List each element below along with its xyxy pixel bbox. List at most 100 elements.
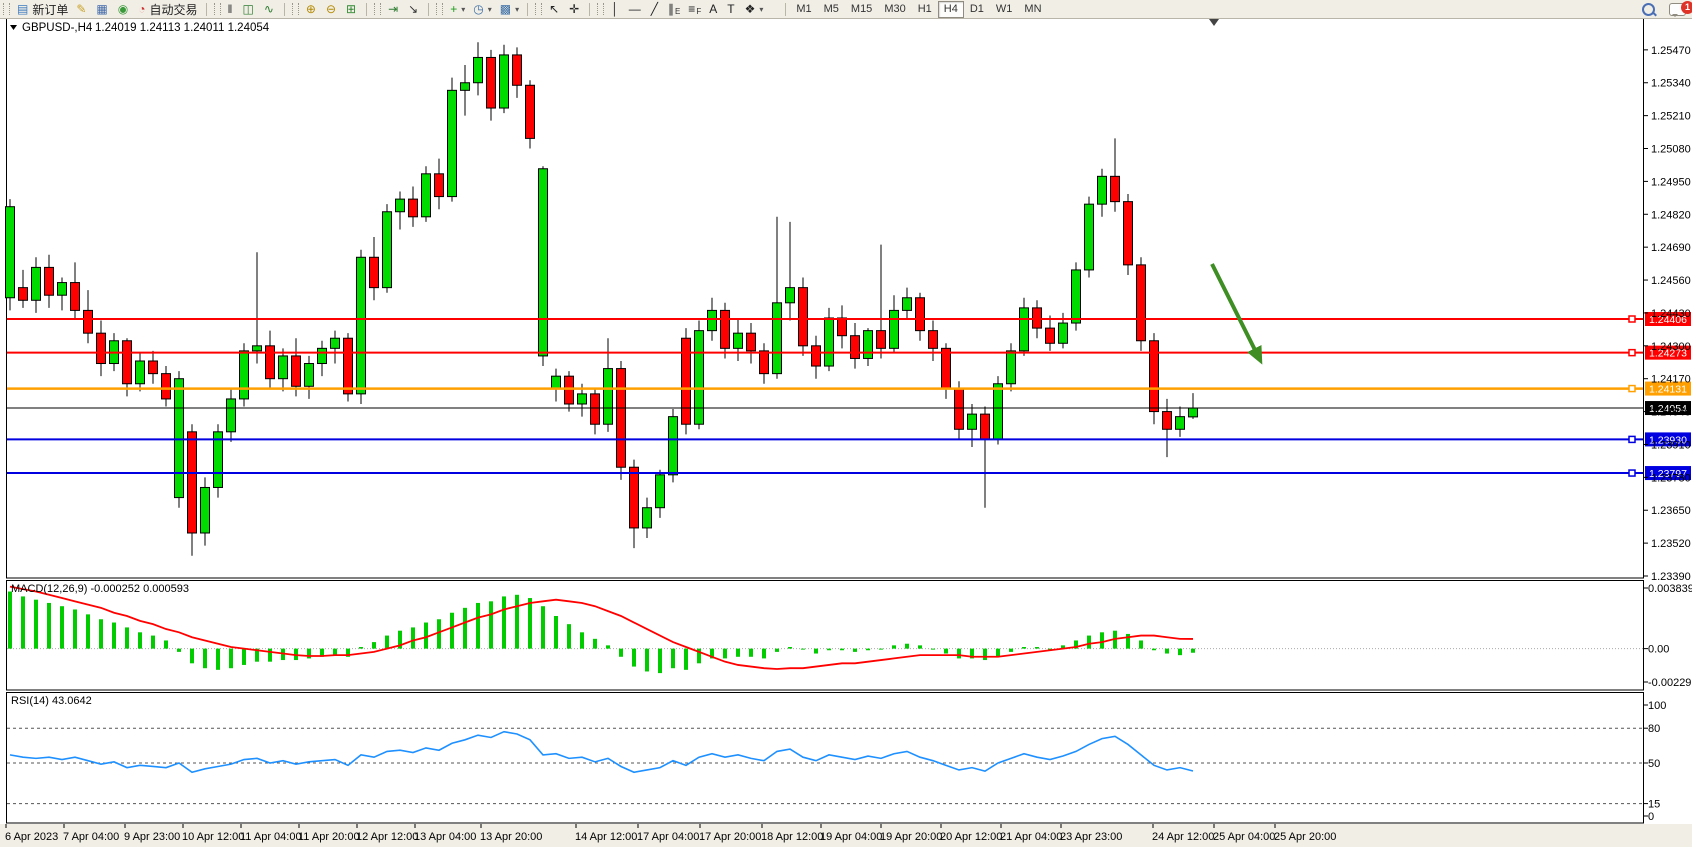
new-order-button[interactable]: ▤ 新订单 xyxy=(13,1,72,17)
date-label: 21 Apr 04:00 xyxy=(1000,831,1062,843)
bear-candle xyxy=(1045,327,1055,344)
timeframe-button-h4[interactable]: H4 xyxy=(937,0,964,18)
bull-candle xyxy=(382,211,392,289)
zoom-out-button[interactable]: ⊖ xyxy=(322,1,342,17)
chevron-down-icon[interactable]: ▾ xyxy=(515,4,520,14)
macd-histogram-bar xyxy=(1126,633,1130,649)
macd-histogram-bar xyxy=(801,648,805,650)
level-handle[interactable] xyxy=(1628,384,1636,393)
chat-icon[interactable]: 1 xyxy=(1669,0,1692,17)
highlight-button[interactable]: ✎ xyxy=(72,1,92,17)
toolbar-grip[interactable] xyxy=(3,3,10,15)
zoom-in-button[interactable]: ⊕ xyxy=(302,1,322,17)
chart-menu-triangle-icon[interactable] xyxy=(10,25,17,30)
macd-histogram-bar xyxy=(1152,648,1156,651)
bull-candle xyxy=(356,256,366,395)
down-arrow-annotation[interactable] xyxy=(1210,263,1263,365)
bull-candle xyxy=(967,413,977,430)
trendline-button[interactable]: ╱ xyxy=(647,1,664,17)
arrows-icon: ❖ xyxy=(744,2,756,16)
chart-shift-button[interactable]: ↘ xyxy=(404,1,424,17)
chart-shift-marker-icon[interactable] xyxy=(1209,19,1219,26)
add-indicator-button[interactable]: + ▾ xyxy=(446,1,469,17)
periods-button[interactable]: ◷ ▾ xyxy=(469,1,496,17)
bear-candle xyxy=(148,360,158,375)
bull-candle xyxy=(1188,407,1198,418)
toolbar-grip[interactable] xyxy=(597,3,605,15)
timeframe-button-w1[interactable]: W1 xyxy=(995,2,1013,15)
bull-candle xyxy=(31,266,41,301)
chevron-down-icon[interactable]: ▾ xyxy=(461,4,466,14)
auto-scroll-button[interactable]: ⇥ xyxy=(384,1,404,17)
bull-candle xyxy=(447,89,457,198)
macd-histogram-bar xyxy=(892,645,896,649)
timeframe-button-m5[interactable]: M5 xyxy=(823,2,839,15)
level-handle[interactable] xyxy=(1628,435,1636,444)
macd-histogram-bar xyxy=(1035,646,1039,649)
horizontal-line-button[interactable]: — xyxy=(625,1,647,17)
macd-histogram-bar xyxy=(996,648,1000,657)
timeframe-button-d1[interactable]: D1 xyxy=(969,2,984,15)
macd-axis-label: 0.00 xyxy=(1648,644,1669,656)
timeframe-button-m1[interactable]: M1 xyxy=(796,2,812,15)
search-icon[interactable] xyxy=(1642,2,1655,16)
market-watch-button[interactable]: ▦ xyxy=(92,1,113,17)
fibonacci-button[interactable]: ≡ F xyxy=(684,1,705,17)
bar-chart-button[interactable]: ‖ xyxy=(224,1,239,17)
level-handle[interactable] xyxy=(1628,315,1636,323)
add-indicator-icon: + xyxy=(450,2,458,16)
templates-button[interactable]: ▩ ▾ xyxy=(496,1,523,17)
toolbar-grip[interactable] xyxy=(436,3,444,15)
signals-button[interactable]: ◉ xyxy=(114,1,134,17)
timeframe-button-mn[interactable]: MN xyxy=(1024,2,1042,15)
text-button[interactable]: A xyxy=(705,1,723,17)
date-label: 23 Apr 23:00 xyxy=(1060,831,1122,843)
timeframe-button-m30[interactable]: M30 xyxy=(884,2,906,15)
macd-histogram-bar xyxy=(905,643,909,649)
toolbar-grip[interactable] xyxy=(374,3,382,15)
bull-candle xyxy=(395,198,405,213)
candlestick-button[interactable]: ◫ xyxy=(238,1,259,17)
trendline-icon: ╱ xyxy=(650,2,658,16)
toolbar-separator xyxy=(428,2,430,16)
timeframe-button-m15[interactable]: M15 xyxy=(850,2,873,15)
bear-candle xyxy=(876,330,886,349)
toolbar-grip[interactable] xyxy=(535,3,543,15)
crosshair-icon: ✛ xyxy=(569,2,580,16)
auto-trading-button[interactable]: ◔ 自动交易 xyxy=(134,1,201,17)
macd-histogram-bar xyxy=(1100,632,1104,649)
level-handle[interactable] xyxy=(1628,469,1636,477)
text-label-button[interactable]: T xyxy=(723,1,740,17)
date-label: 9 Apr 23:00 xyxy=(124,831,180,843)
tile-windows-button[interactable]: ⊞ xyxy=(342,1,362,17)
arrows-button[interactable]: ❖ ▾ xyxy=(741,1,768,17)
price-axis[interactable]: 1.24406 1.24273 1.24131 1.24054 1.23930 1.237… xyxy=(1643,45,1691,583)
bull-candle xyxy=(707,309,717,332)
date-axis-bar[interactable] xyxy=(0,824,1692,847)
toolbar-grip[interactable] xyxy=(213,3,221,15)
macd-histogram-bar xyxy=(528,598,532,649)
bar-chart-icon: ‖ xyxy=(227,2,233,16)
bull-candle xyxy=(889,309,899,349)
toolbar-grip[interactable] xyxy=(291,3,299,15)
macd-pane xyxy=(6,580,1644,691)
rsi-line xyxy=(9,730,1194,774)
price-tick-label: 1.24820 xyxy=(1651,209,1691,221)
cursor-button[interactable]: ↖ xyxy=(545,1,565,17)
rsi-axis-label: 100 xyxy=(1648,700,1666,712)
bull-candle xyxy=(135,360,145,385)
chevron-down-icon[interactable]: ▾ xyxy=(759,4,764,14)
macd-histogram-bar xyxy=(60,606,64,649)
timeframe-button-h1[interactable]: H1 xyxy=(917,2,932,15)
bear-candle xyxy=(486,56,496,109)
vertical-line-button[interactable]: │ xyxy=(607,1,625,17)
toolbar-separator xyxy=(366,2,368,16)
chevron-down-icon[interactable]: ▾ xyxy=(487,4,492,14)
crosshair-button[interactable]: ✛ xyxy=(565,1,585,17)
channel-button[interactable]: ∥ E xyxy=(664,1,684,17)
level-handle[interactable] xyxy=(1628,348,1636,357)
rsi-plot: 100 80 50 150 xyxy=(7,700,1666,823)
line-chart-button[interactable]: ∿ xyxy=(260,1,280,17)
macd-histogram-bar xyxy=(1087,635,1091,649)
